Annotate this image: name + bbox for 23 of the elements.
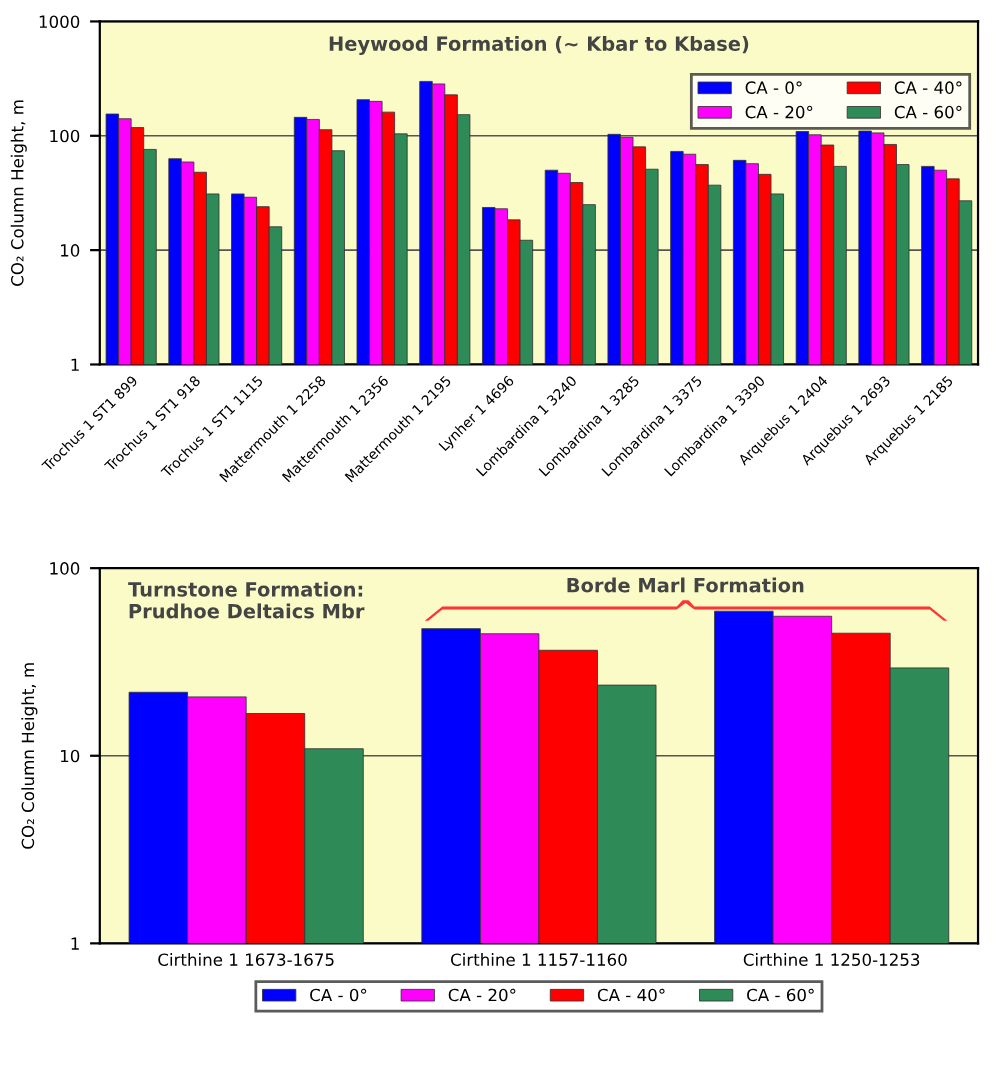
- y-tick-label: 10: [60, 749, 80, 763]
- legend-label: CA - 40°: [894, 81, 962, 94]
- x-tick-label: Cirthine 1 1250-1253: [743, 953, 920, 966]
- annotation: Turnstone Formation: Prudhoe Deltaics Mbr: [128, 581, 365, 619]
- x-tick-label: Cirthine 1 1673-1675: [158, 953, 334, 966]
- y-tick-label: 1: [71, 358, 79, 371]
- legend-label: CA - 0°: [310, 988, 367, 1002]
- annotation: Borde Marl Formation: [567, 577, 804, 593]
- y-tick-label: 1000: [39, 15, 80, 29]
- y-tick-label: 100: [50, 129, 80, 143]
- y-tick-label: 100: [50, 562, 80, 575]
- x-tick-label: Cirthine 1 1157-1160: [451, 953, 627, 966]
- annotation: Heywood Formation (~ Kbar to Kbase): [329, 35, 749, 55]
- legend-label: CA - 60°: [747, 988, 814, 1002]
- legend-label: CA - 0°: [745, 81, 802, 94]
- y-axis-title: CO₂ Column Height, m: [21, 663, 38, 849]
- y-tick-label: 1: [71, 937, 79, 950]
- legend-label: CA - 20°: [448, 988, 516, 1002]
- legend-label: CA - 60°: [894, 105, 962, 119]
- legend-label: CA - 40°: [597, 988, 665, 1002]
- y-tick-label: 10: [60, 244, 80, 257]
- legend-label: CA - 20°: [745, 105, 813, 119]
- y-axis-title: CO₂ Column Height, m: [10, 100, 27, 286]
